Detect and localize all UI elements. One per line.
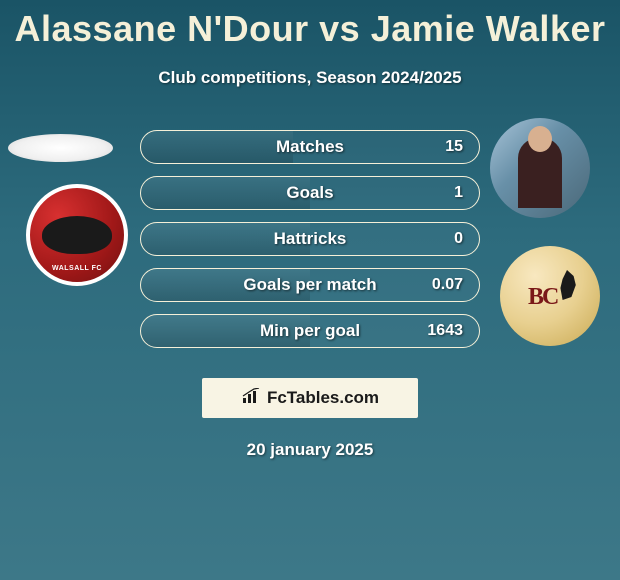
branding-text: FcTables.com xyxy=(267,388,379,408)
stat-value: 15 xyxy=(445,138,463,156)
stat-bar-matches: Matches 15 xyxy=(140,130,480,164)
club-badge-left-shape-icon: WALSALL FC xyxy=(42,216,112,254)
player-right-avatar xyxy=(490,118,590,218)
rooster-icon xyxy=(556,270,578,300)
stat-bar-min-per-goal: Min per goal 1643 xyxy=(140,314,480,348)
page-subtitle: Club competitions, Season 2024/2025 xyxy=(0,68,620,88)
comparison-content: WALSALL FC BC Matches 15 Goals 1 Hattric… xyxy=(0,126,620,366)
stat-label: Goals xyxy=(141,183,479,203)
stat-label: Matches xyxy=(141,137,479,157)
stat-value: 1 xyxy=(454,184,463,202)
chart-icon xyxy=(241,388,261,409)
club-right-initials: BC xyxy=(528,284,557,311)
stat-bar-goals: Goals 1 xyxy=(140,176,480,210)
club-badge-left: WALSALL FC xyxy=(26,184,128,286)
stat-value: 1643 xyxy=(427,322,463,340)
stat-value: 0 xyxy=(454,230,463,248)
stat-bar-goals-per-match: Goals per match 0.07 xyxy=(140,268,480,302)
stat-label: Goals per match xyxy=(141,275,479,295)
player-left-avatar: WALSALL FC xyxy=(8,134,113,162)
player-head-icon xyxy=(528,126,552,152)
stat-bars: Matches 15 Goals 1 Hattricks 0 Goals per… xyxy=(140,130,480,360)
footer-date: 20 january 2025 xyxy=(0,440,620,460)
branding-badge[interactable]: FcTables.com xyxy=(202,378,418,418)
page-title: Alassane N'Dour vs Jamie Walker xyxy=(0,0,620,50)
stat-label: Hattricks xyxy=(141,229,479,249)
club-left-name: WALSALL FC xyxy=(42,265,112,272)
stat-value: 0.07 xyxy=(432,276,463,294)
stat-bar-hattricks: Hattricks 0 xyxy=(140,222,480,256)
club-badge-right: BC xyxy=(500,246,600,346)
avatar-placeholder-icon xyxy=(8,134,113,162)
club-badge-right-inner: BC xyxy=(520,266,580,326)
